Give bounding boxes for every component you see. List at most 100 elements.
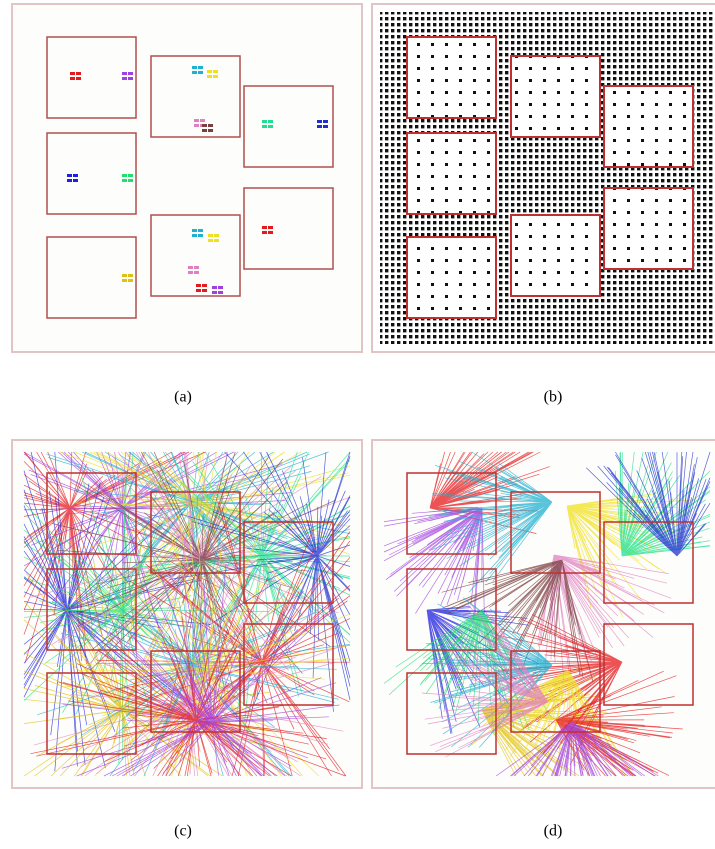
glyph bbox=[218, 291, 223, 294]
glyph bbox=[122, 72, 127, 75]
glyph bbox=[200, 119, 205, 122]
glyph bbox=[122, 174, 127, 177]
glyph bbox=[194, 119, 199, 122]
glyph bbox=[262, 120, 267, 123]
glyph bbox=[122, 179, 127, 182]
region-box bbox=[603, 521, 694, 604]
glyph bbox=[208, 124, 213, 127]
region-box bbox=[46, 36, 137, 119]
glyph bbox=[198, 71, 203, 74]
region-box bbox=[46, 672, 137, 755]
glyph bbox=[128, 72, 133, 75]
region-box bbox=[510, 55, 601, 138]
glyph bbox=[67, 179, 72, 182]
region-box bbox=[510, 491, 601, 574]
region-box bbox=[46, 132, 137, 215]
glyph bbox=[198, 229, 203, 232]
glyph bbox=[128, 274, 133, 277]
region-box bbox=[510, 650, 601, 733]
panels bbox=[11, 3, 715, 789]
edge-bundle bbox=[495, 721, 659, 777]
region-box bbox=[406, 36, 497, 119]
glyph bbox=[128, 77, 133, 80]
edge-bundle bbox=[383, 507, 485, 620]
region-box bbox=[406, 472, 497, 555]
glyph bbox=[323, 125, 328, 128]
glyph bbox=[262, 125, 267, 128]
glyph bbox=[194, 266, 199, 269]
caption: (b) bbox=[544, 389, 563, 406]
panel bbox=[371, 439, 715, 789]
glyph bbox=[323, 120, 328, 123]
glyph bbox=[212, 286, 217, 289]
edge-bundle bbox=[566, 493, 695, 618]
caption: (c) bbox=[174, 823, 192, 840]
edge-bundle bbox=[441, 559, 594, 682]
sparse-dots bbox=[604, 188, 693, 269]
glyph bbox=[73, 179, 78, 182]
region-box bbox=[510, 214, 601, 297]
glyph bbox=[213, 70, 218, 73]
region-box bbox=[243, 623, 334, 706]
region-box bbox=[406, 672, 497, 755]
caption: (a) bbox=[174, 389, 192, 406]
glyph bbox=[198, 234, 203, 237]
glyph bbox=[188, 271, 193, 274]
glyph bbox=[202, 124, 207, 127]
region-box bbox=[243, 521, 334, 604]
glyph bbox=[198, 66, 203, 69]
glyph bbox=[262, 231, 267, 234]
glyph bbox=[262, 226, 267, 229]
panel bbox=[371, 3, 715, 353]
glyph bbox=[192, 234, 197, 237]
glyph bbox=[192, 66, 197, 69]
glyph bbox=[213, 75, 218, 78]
glyph bbox=[214, 239, 219, 242]
glyph bbox=[76, 77, 81, 80]
sparse-dots bbox=[407, 133, 496, 214]
glyph bbox=[268, 125, 273, 128]
region-box bbox=[150, 55, 241, 138]
edge-bundle bbox=[586, 451, 711, 557]
glyph bbox=[70, 72, 75, 75]
glyph bbox=[208, 239, 213, 242]
sparse-dots bbox=[511, 56, 600, 137]
glyph bbox=[122, 77, 127, 80]
glyph bbox=[268, 120, 273, 123]
region-box bbox=[243, 187, 334, 270]
glyph bbox=[196, 284, 201, 287]
sparse-dots bbox=[407, 237, 496, 318]
sparse-dots bbox=[604, 86, 693, 167]
caption: (d) bbox=[544, 823, 563, 840]
region-box bbox=[46, 568, 137, 651]
glyph bbox=[202, 129, 207, 132]
region-box bbox=[603, 623, 694, 706]
region-box bbox=[150, 214, 241, 297]
glyph bbox=[268, 231, 273, 234]
region-box bbox=[603, 85, 694, 168]
glyph bbox=[76, 72, 81, 75]
edge-bundle bbox=[61, 563, 340, 777]
region-box bbox=[243, 85, 334, 168]
region-box bbox=[150, 491, 241, 574]
glyph bbox=[207, 70, 212, 73]
region-box bbox=[603, 187, 694, 270]
glyph bbox=[128, 179, 133, 182]
region-box bbox=[150, 650, 241, 733]
glyph bbox=[122, 274, 127, 277]
panel-frame bbox=[11, 3, 363, 353]
glyph bbox=[128, 279, 133, 282]
glyph bbox=[208, 129, 213, 132]
glyph bbox=[202, 284, 207, 287]
glyph bbox=[207, 75, 212, 78]
region-box bbox=[406, 132, 497, 215]
glyph bbox=[212, 291, 217, 294]
glyph bbox=[317, 120, 322, 123]
glyph bbox=[214, 234, 219, 237]
glyph bbox=[67, 174, 72, 177]
glyph bbox=[128, 174, 133, 177]
region-box bbox=[46, 472, 137, 555]
glyph bbox=[122, 279, 127, 282]
glyph bbox=[218, 286, 223, 289]
